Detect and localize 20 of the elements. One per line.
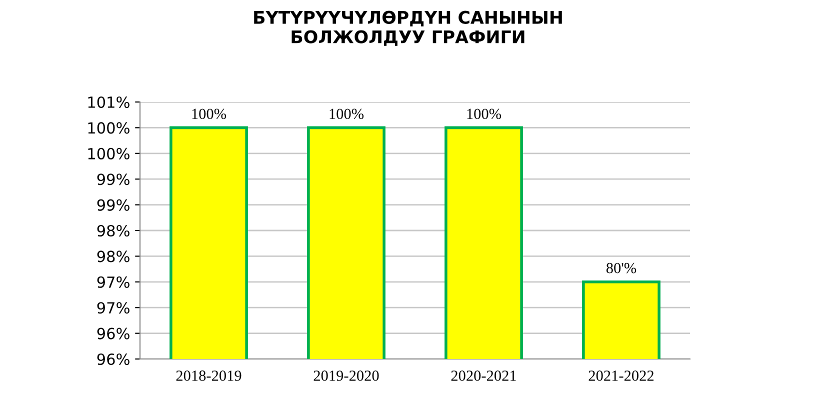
text: 100% <box>330 108 364 120</box>
y-tick-label: 98% <box>97 224 130 237</box>
y-tick-label: 99% <box>97 174 130 186</box>
y-tick-label: 97% <box>97 302 130 314</box>
y-tick-label: 100% <box>88 122 130 134</box>
y-tick-label: 97% <box>97 276 130 288</box>
text: 80'% <box>606 262 636 274</box>
x-tick-label: 2019-2020 <box>314 370 379 381</box>
y-tick-label: 99% <box>97 199 130 211</box>
text: 100% <box>467 108 502 120</box>
x-tick-label: 2021-2022 <box>588 370 654 381</box>
text: 100% <box>192 108 226 120</box>
x-tick-label: 2020-2021 <box>451 370 516 381</box>
y-tick-label: 98% <box>97 250 130 262</box>
y-tick-label: 96% <box>97 353 130 366</box>
x-tick-label: 2018-2019 <box>176 370 242 381</box>
y-tick-label: 96% <box>97 328 130 340</box>
y-tick-label: 101% <box>88 96 130 108</box>
y-tick-label: 100% <box>88 148 130 160</box>
chart-title: БҮТҮРҮҮЧҮЛӨРДҮН САНЫНЫН БОЛЖОЛДУУ ГРАФИГИ <box>254 10 562 46</box>
